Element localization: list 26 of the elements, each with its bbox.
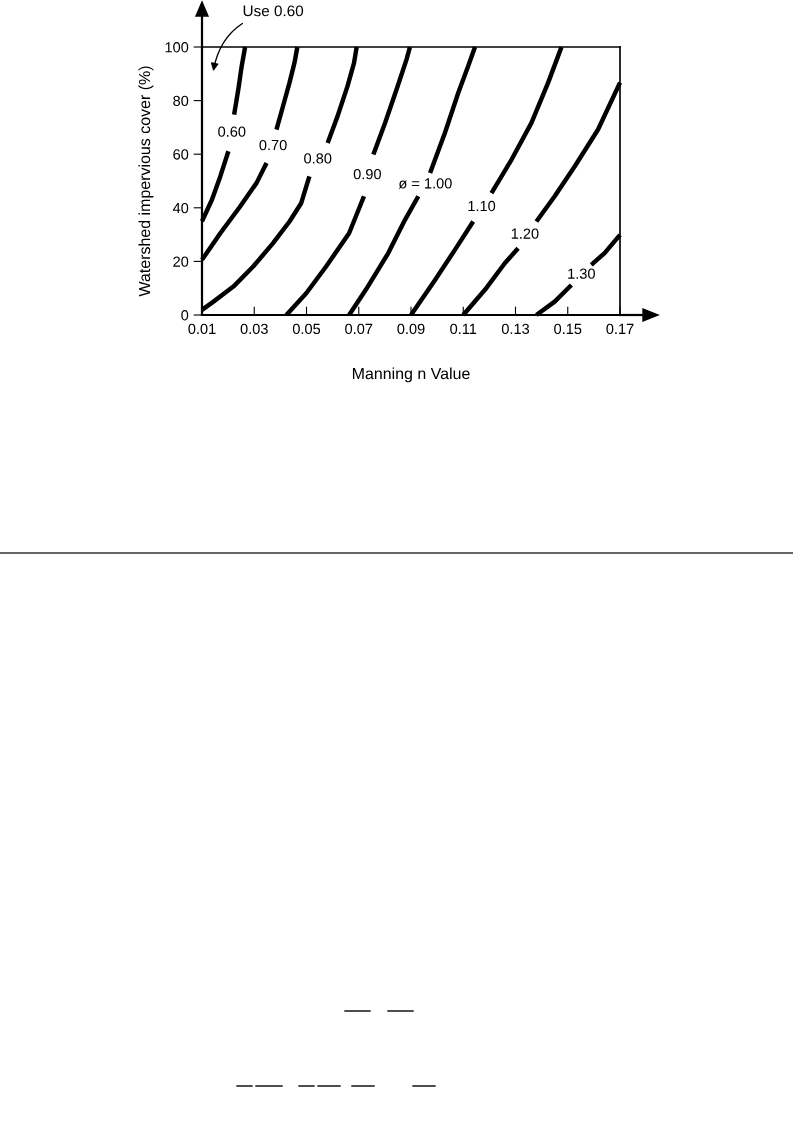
x-tick-label: 0.03 bbox=[240, 323, 268, 335]
series-label: 1.20 bbox=[511, 228, 539, 239]
series-label: 0.90 bbox=[353, 168, 381, 180]
y-tick-label: 0 bbox=[181, 310, 189, 321]
x-tick-label: 0.09 bbox=[397, 323, 425, 335]
series-label: ø = 1.00 bbox=[398, 178, 452, 189]
series-label: 1.30 bbox=[568, 268, 595, 279]
y-tick-label: 100 bbox=[165, 42, 189, 53]
x-tick-label: 0.05 bbox=[292, 323, 321, 335]
x-axis-title: Manning n Value bbox=[352, 367, 470, 383]
y-tick-label: 20 bbox=[173, 256, 189, 267]
x-tick-label: 0.11 bbox=[450, 323, 477, 335]
y-tick-label: 80 bbox=[173, 95, 189, 107]
series-label: 1.10 bbox=[468, 200, 496, 212]
y-tick-label: 40 bbox=[172, 202, 189, 214]
series-label: 0.70 bbox=[259, 139, 287, 151]
x-tick-label: 0.15 bbox=[554, 323, 582, 335]
text: Use 0.60 bbox=[243, 5, 304, 17]
x-tick-label: 0.07 bbox=[345, 323, 373, 335]
x-tick-label: 0.17 bbox=[606, 323, 634, 335]
x-tick-label: 0.13 bbox=[501, 323, 530, 335]
series-label: 0.80 bbox=[304, 153, 332, 164]
series-label: 0.60 bbox=[218, 126, 246, 137]
y-axis-title: Watershed impervious cover (%) bbox=[138, 66, 154, 297]
x-tick-label: 0.01 bbox=[188, 323, 216, 335]
y-tick-label: 60 bbox=[173, 149, 189, 160]
